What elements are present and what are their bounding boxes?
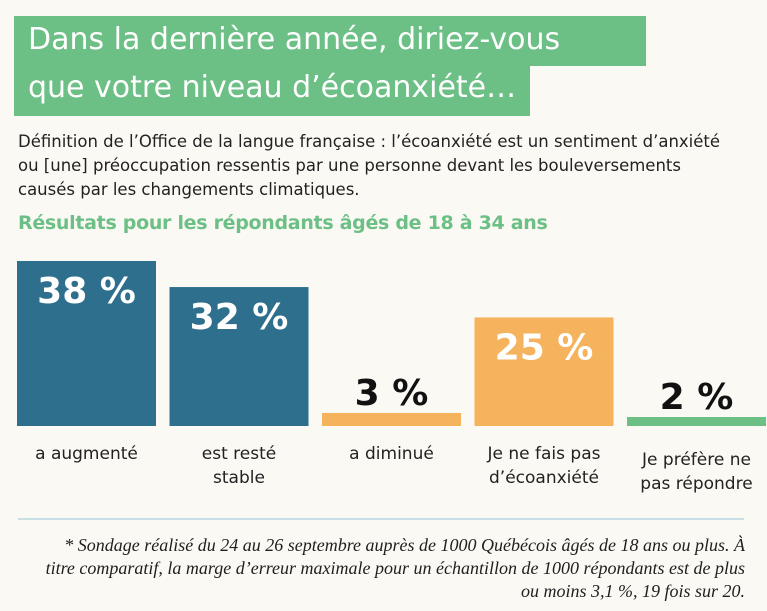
category-label-2-2: stable (213, 468, 265, 488)
bar-5 (627, 417, 766, 426)
category-label-2-1: est resté (202, 444, 276, 464)
definition-text: Définition de l’Office de la langue fran… (18, 132, 721, 199)
bar-2 (169, 287, 309, 426)
category-label-5-2: pas répondre (640, 474, 752, 494)
value-label-5: 2 % (660, 377, 734, 418)
category-label-5-1: Je préfère ne (641, 450, 751, 470)
value-label-3: 3 % (355, 373, 429, 414)
survey-note: * Sondage réalisé du 24 au 26 septembre … (45, 535, 745, 601)
bar-1 (17, 261, 156, 426)
category-label-4-2: d’écoanxiété (489, 468, 599, 488)
value-label-2: 32 % (190, 297, 289, 338)
title-line-2: que votre niveau d’écoanxiété… (14, 66, 531, 116)
category-label-1: a augmenté (35, 444, 138, 464)
chart-subtitle: Résultats pour les répondants âgés de 18… (18, 212, 548, 234)
category-label-3: a diminué (349, 444, 434, 464)
bar-chart: 38 % a augmenté 32 % est resté stable 3 % a di… (17, 261, 766, 494)
category-label-4-1: Je ne fais pas (487, 444, 601, 464)
bar-3 (322, 412, 461, 426)
divider (18, 518, 744, 520)
title-line-1: Dans la dernière année, diriez-vous (14, 16, 646, 66)
value-label-4: 25 % (495, 327, 594, 368)
value-label-1: 38 % (37, 271, 136, 312)
bar-4 (474, 317, 614, 426)
